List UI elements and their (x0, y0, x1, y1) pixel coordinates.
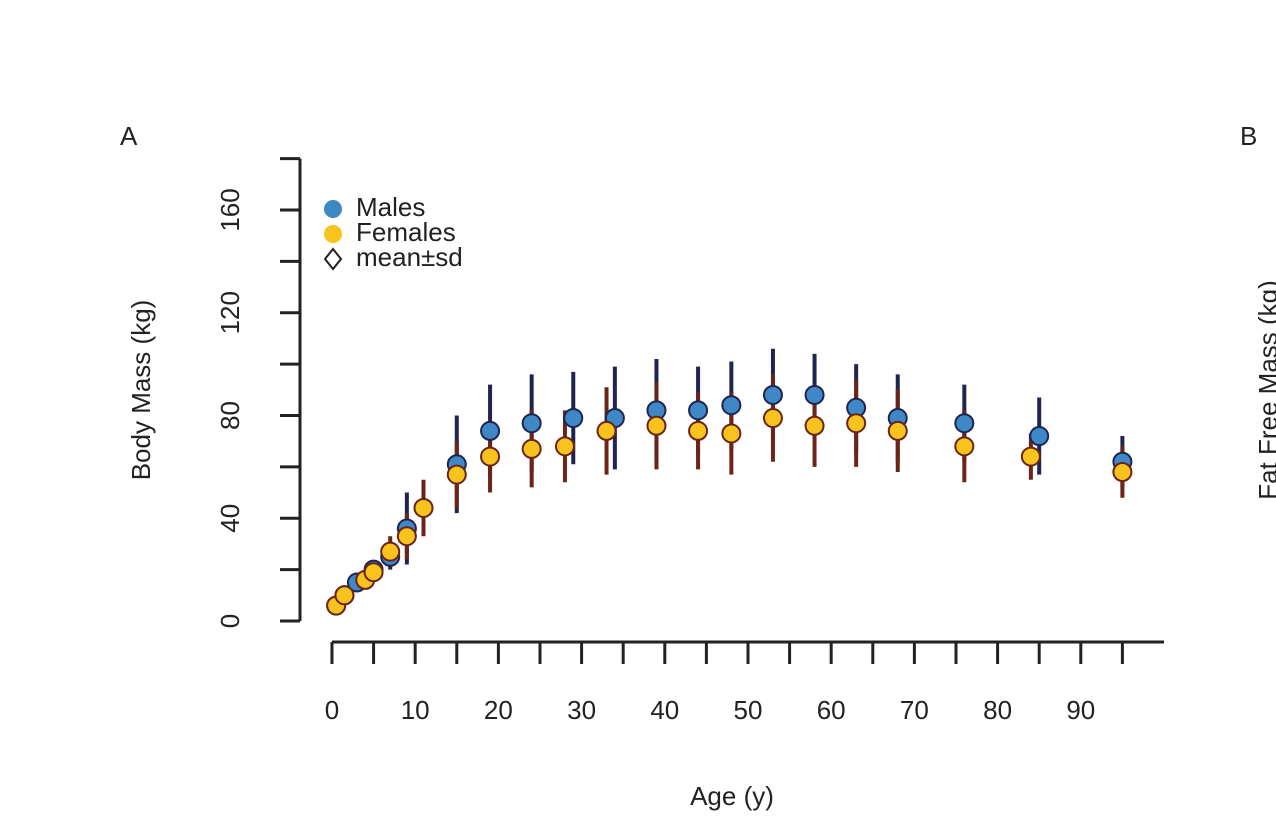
mean-point (334, 585, 355, 606)
x-tick-label: 80 (983, 695, 1012, 725)
mean-point (446, 464, 467, 485)
y-axis-title: Fat Free Mass (kg) (1253, 280, 1276, 500)
mean-point (846, 413, 867, 434)
y-axis-title: Body Mass (kg) (126, 300, 156, 481)
mean-point (1020, 446, 1041, 467)
mean-point (646, 415, 667, 436)
legend-label: Females (356, 217, 456, 247)
mean-point (721, 423, 742, 444)
x-tick-label: 70 (900, 695, 929, 725)
mean-point (480, 446, 501, 467)
mean-point (804, 384, 825, 405)
x-tick-label: 30 (567, 695, 596, 725)
mean-point (480, 420, 501, 441)
mean-point (721, 395, 742, 416)
mean-point (954, 436, 975, 457)
mean-point (396, 526, 417, 547)
legend-label: mean±sd (356, 242, 463, 272)
x-tick-label: 60 (817, 695, 846, 725)
mean-point (596, 420, 617, 441)
mean-point (563, 408, 584, 429)
panel-label: A (120, 121, 138, 151)
legend-marker (324, 200, 342, 218)
mean-point (688, 400, 709, 421)
y-tick-label: 0 (215, 614, 245, 628)
y-tick-label: 160 (215, 188, 245, 231)
legend-marker (324, 225, 342, 243)
x-tick-label: 0 (325, 695, 339, 725)
mean-point (1112, 462, 1133, 483)
mean-point (762, 384, 783, 405)
mean-point (413, 497, 434, 518)
mean-point (1029, 426, 1050, 447)
mean-point (363, 562, 384, 583)
x-tick-label: 20 (484, 695, 513, 725)
mean-point (887, 420, 908, 441)
legend-marker (323, 247, 343, 271)
mean-point (762, 408, 783, 429)
y-tick-label: 120 (215, 291, 245, 334)
x-tick-label: 10 (401, 695, 430, 725)
x-axis-title: Age (y) (690, 781, 774, 811)
mean-point (554, 436, 575, 457)
mean-point (521, 413, 542, 434)
x-tick-label: 50 (734, 695, 763, 725)
mean-point (521, 438, 542, 459)
y-tick-label: 80 (215, 401, 245, 430)
panel-label: B (1240, 121, 1257, 151)
y-tick-label: 40 (215, 504, 245, 533)
mean-point (688, 420, 709, 441)
mean-point (804, 415, 825, 436)
legend-label: Males (356, 192, 425, 222)
mean-point (380, 541, 401, 562)
x-tick-label: 40 (650, 695, 679, 725)
x-tick-label: 90 (1066, 695, 1095, 725)
mean-point (954, 413, 975, 434)
